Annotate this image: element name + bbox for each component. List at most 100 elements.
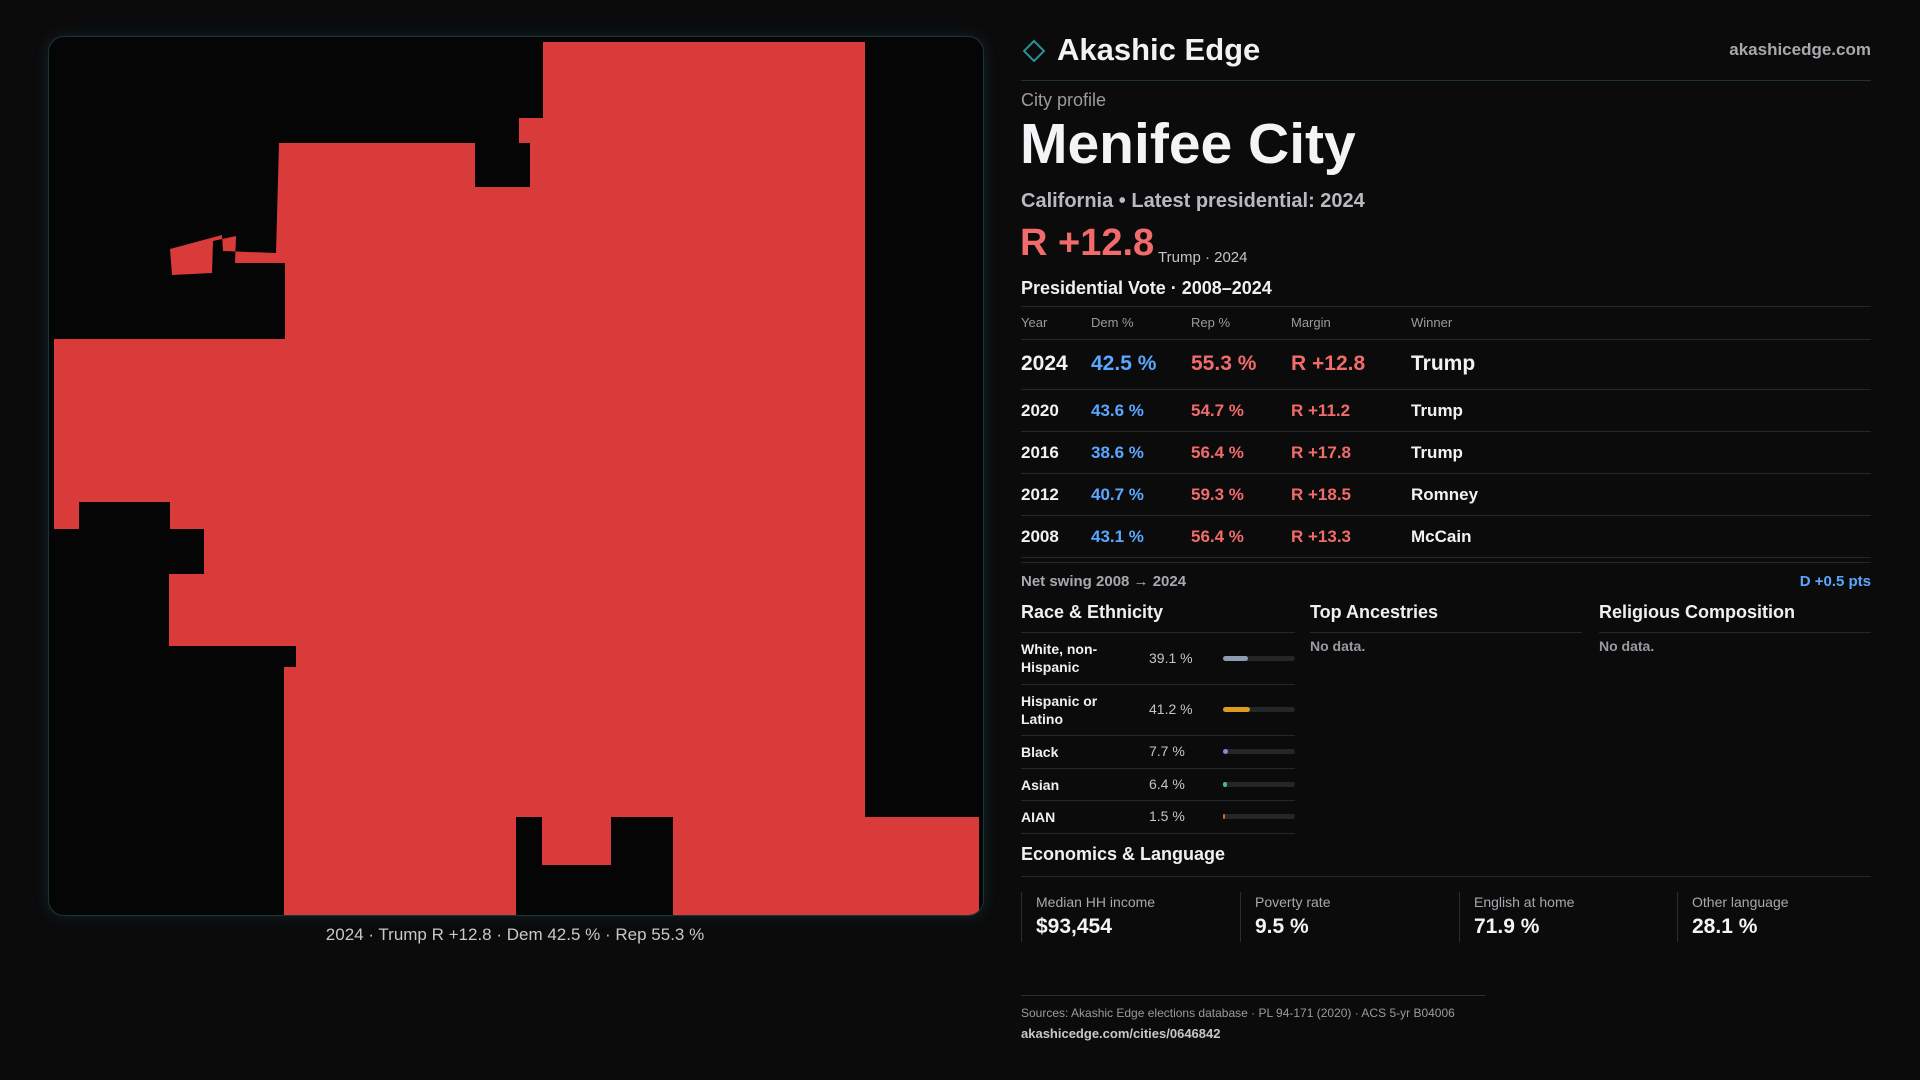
table-row: 2016 38.6 % 56.4 % R +17.8 Trump <box>1021 432 1871 474</box>
table-header-row: Year Dem % Rep % Margin Winner <box>1021 307 1871 340</box>
race-percent: 6.4 % <box>1149 776 1185 792</box>
cell-year: 2024 <box>1021 352 1068 375</box>
race-percent: 1.5 % <box>1149 808 1185 824</box>
cell-dem: 40.7 % <box>1091 485 1144 504</box>
stat-label: Other language <box>1692 894 1789 910</box>
religion-empty-text: No data. <box>1599 638 1655 654</box>
presidential-vote-table: Year Dem % Rep % Margin Winner 2024 42.5… <box>1021 306 1871 558</box>
cell-winner: Romney <box>1411 485 1479 504</box>
race-label: Hispanic or Latino <box>1021 693 1098 727</box>
net-swing-row: Net swing 2008 → 2024 D +0.5 pts <box>1021 562 1871 599</box>
race-ethnicity-list: White, non-Hispanic 39.1 % Hispanic or L… <box>1021 632 1295 834</box>
race-percent: 7.7 % <box>1149 743 1185 759</box>
economics-language-heading: Economics & Language <box>1021 844 1871 877</box>
city-boundary-map[interactable] <box>48 36 984 916</box>
stat-value: 28.1 % <box>1692 915 1758 938</box>
table-row: 2012 40.7 % 59.3 % R +18.5 Romney <box>1021 474 1871 516</box>
column-header-rep: Rep % <box>1191 315 1231 330</box>
table-row: 2024 42.5 % 55.3 % R +12.8 Trump <box>1021 340 1871 390</box>
race-percent: 41.2 % <box>1149 701 1193 717</box>
footer-url-link[interactable]: akashicedge.com/cities/0646842 <box>1021 1026 1221 1041</box>
cell-winner: McCain <box>1411 527 1472 546</box>
stat-value: 9.5 % <box>1255 915 1309 938</box>
race-bar-fill <box>1223 749 1228 754</box>
race-bar-track <box>1223 749 1295 754</box>
list-item: Black 7.7 % <box>1021 736 1295 769</box>
table-row: 2008 43.1 % 56.4 % R +13.3 McCain <box>1021 516 1871 558</box>
cell-rep: 56.4 % <box>1191 527 1244 546</box>
race-label: Asian <box>1021 777 1060 793</box>
cell-winner: Trump <box>1411 443 1463 462</box>
cell-rep: 54.7 % <box>1191 401 1244 420</box>
page-eyebrow: City profile <box>1021 90 1107 110</box>
race-ethnicity-heading: Race & Ethnicity <box>1021 602 1295 633</box>
city-boundary-shape <box>54 42 979 915</box>
stat-english-at-home: English at home 71.9 % <box>1459 892 1674 942</box>
religious-composition-heading: Religious Composition <box>1599 602 1871 633</box>
brand-name[interactable]: Akashic Edge <box>1057 32 1261 67</box>
column-header-year: Year <box>1021 315 1048 330</box>
column-header-winner: Winner <box>1411 315 1453 330</box>
race-label: Black <box>1021 744 1059 760</box>
cell-year: 2016 <box>1021 443 1059 462</box>
presidential-vote-heading: Presidential Vote · 2008–2024 <box>1021 278 1272 298</box>
race-bar-track <box>1223 656 1295 661</box>
map-caption: 2024 · Trump R +12.8 · Dem 42.5 % · Rep … <box>325 925 705 944</box>
cell-margin: R +13.3 <box>1291 527 1352 546</box>
cell-winner: Trump <box>1411 401 1463 420</box>
list-item: White, non-Hispanic 39.1 % <box>1021 632 1295 685</box>
stat-median-income: Median HH income $93,454 <box>1021 892 1236 942</box>
cell-margin: R +17.8 <box>1291 443 1352 462</box>
stat-label: Poverty rate <box>1255 894 1331 910</box>
race-bar-track <box>1223 707 1295 712</box>
stat-value: 71.9 % <box>1474 915 1540 938</box>
net-swing-value: D +0.5 pts <box>1799 573 1871 590</box>
headline-margin-note: Trump · 2024 <box>1158 249 1248 266</box>
headline-margin: R +12.8 <box>1020 222 1155 264</box>
cell-margin: R +18.5 <box>1291 485 1352 504</box>
race-percent: 39.1 % <box>1149 650 1193 666</box>
brand-header: Akashic Edge akashicedge.com <box>1021 30 1871 81</box>
stat-poverty-rate: Poverty rate 9.5 % <box>1240 892 1455 942</box>
race-label: AIAN <box>1021 809 1056 825</box>
net-swing-label: Net swing 2008 → 2024 <box>1021 573 1187 590</box>
cell-dem: 43.1 % <box>1091 527 1144 546</box>
brand-url-link[interactable]: akashicedge.com <box>1729 40 1871 59</box>
race-bar-track <box>1223 814 1295 819</box>
cell-rep: 55.3 % <box>1191 352 1257 375</box>
ancestries-empty-text: No data. <box>1310 638 1366 654</box>
cell-margin: R +11.2 <box>1291 401 1351 420</box>
page-subtitle: California • Latest presidential: 2024 <box>1021 190 1365 212</box>
race-label: White, non-Hispanic <box>1021 641 1098 675</box>
cell-dem: 42.5 % <box>1091 352 1157 375</box>
column-header-margin: Margin <box>1291 315 1331 330</box>
cell-dem: 43.6 % <box>1091 401 1144 420</box>
cell-year: 2008 <box>1021 527 1059 546</box>
cell-winner: Trump <box>1411 352 1476 375</box>
stat-label: English at home <box>1474 894 1575 910</box>
top-ancestries-heading: Top Ancestries <box>1310 602 1582 633</box>
race-bar-track <box>1223 782 1295 787</box>
race-bar-fill <box>1223 707 1250 712</box>
race-bar-fill <box>1223 782 1227 787</box>
table-row: 2020 43.6 % 54.7 % R +11.2 Trump <box>1021 390 1871 432</box>
list-item: Hispanic or Latino 41.2 % <box>1021 685 1295 736</box>
cell-year: 2020 <box>1021 401 1059 420</box>
stat-label: Median HH income <box>1036 894 1156 910</box>
stat-value: $93,454 <box>1036 915 1112 938</box>
cell-dem: 38.6 % <box>1091 443 1144 462</box>
footer-divider <box>1021 995 1485 996</box>
list-item: AIAN 1.5 % <box>1021 801 1295 834</box>
footer-sources: Sources: Akashic Edge elections database… <box>1021 1006 1455 1020</box>
stat-other-language: Other language 28.1 % <box>1677 892 1872 942</box>
column-header-dem: Dem % <box>1091 315 1134 330</box>
cell-rep: 56.4 % <box>1191 443 1244 462</box>
cell-margin: R +12.8 <box>1291 352 1366 375</box>
diamond-outline-icon <box>1023 40 1045 62</box>
cell-year: 2012 <box>1021 485 1059 504</box>
list-item: Asian 6.4 % <box>1021 769 1295 801</box>
race-bar-fill <box>1223 814 1225 819</box>
page-title: Menifee City <box>1020 112 1356 176</box>
race-bar-fill <box>1223 656 1248 661</box>
cell-rep: 59.3 % <box>1191 485 1244 504</box>
